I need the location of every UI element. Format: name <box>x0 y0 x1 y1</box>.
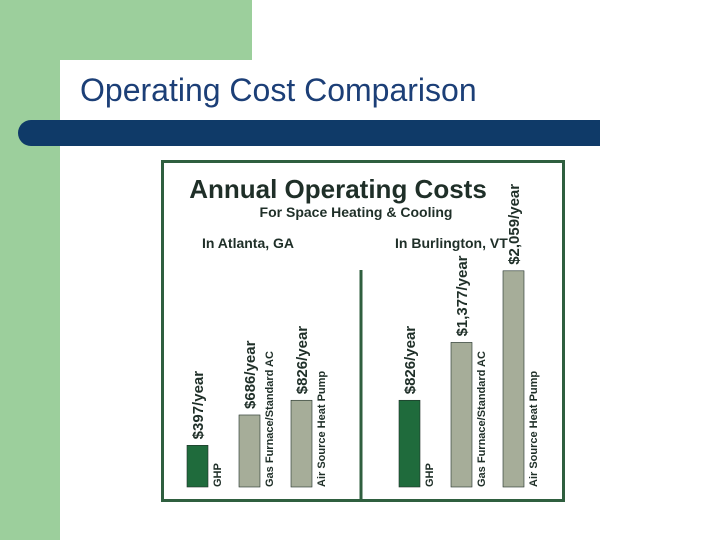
value-label-atlanta-air-source-heat-pump: $826/year <box>294 326 311 395</box>
bar-burlington-ghp <box>398 399 421 488</box>
bar-atlanta-air-source-heat-pump <box>290 399 313 488</box>
bar-atlanta-gas-furnace-standard-ac <box>238 414 261 488</box>
top-accent-band <box>0 0 252 60</box>
left-accent-band <box>0 0 60 540</box>
value-label-burlington-gas-furnace-standard-ac: $1,377/year <box>454 255 471 336</box>
category-label-atlanta-gas-furnace-standard-ac: Gas Furnace/Standard AC <box>264 351 276 487</box>
bar-burlington-air-source-heat-pump <box>502 270 525 488</box>
chart-subtitle: For Space Heating & Cooling <box>260 204 453 220</box>
slide-title: Operating Cost Comparison <box>80 72 477 108</box>
bar-atlanta-ghp <box>186 445 209 488</box>
annual-operating-costs-chart: Annual Operating Costs For Space Heating… <box>161 160 565 502</box>
bar-burlington-gas-furnace-standard-ac <box>450 342 473 488</box>
chart-title: Annual Operating Costs <box>189 174 487 204</box>
title-underline-bar <box>18 120 600 146</box>
value-label-atlanta-gas-furnace-standard-ac: $686/year <box>242 340 259 409</box>
category-label-burlington-ghp: GHP <box>424 463 436 487</box>
category-label-burlington-air-source-heat-pump: Air Source Heat Pump <box>528 371 540 487</box>
chart-frame <box>161 160 565 502</box>
chart-marks: GHP $397/year Gas Furnace/Standard AC $686/… <box>186 184 540 488</box>
group-label-atlanta: In Atlanta, GA <box>202 235 294 251</box>
category-label-burlington-gas-furnace-standard-ac: Gas Furnace/Standard AC <box>476 351 488 487</box>
value-label-burlington-ghp: $826/year <box>402 326 419 395</box>
value-label-burlington-air-source-heat-pump: $2,059/year <box>506 184 523 265</box>
category-label-atlanta-ghp: GHP <box>212 463 224 487</box>
group-label-burlington: In Burlington, VT <box>395 235 508 251</box>
category-label-atlanta-air-source-heat-pump: Air Source Heat Pump <box>316 371 328 487</box>
value-label-atlanta-ghp: $397/year <box>190 371 207 440</box>
